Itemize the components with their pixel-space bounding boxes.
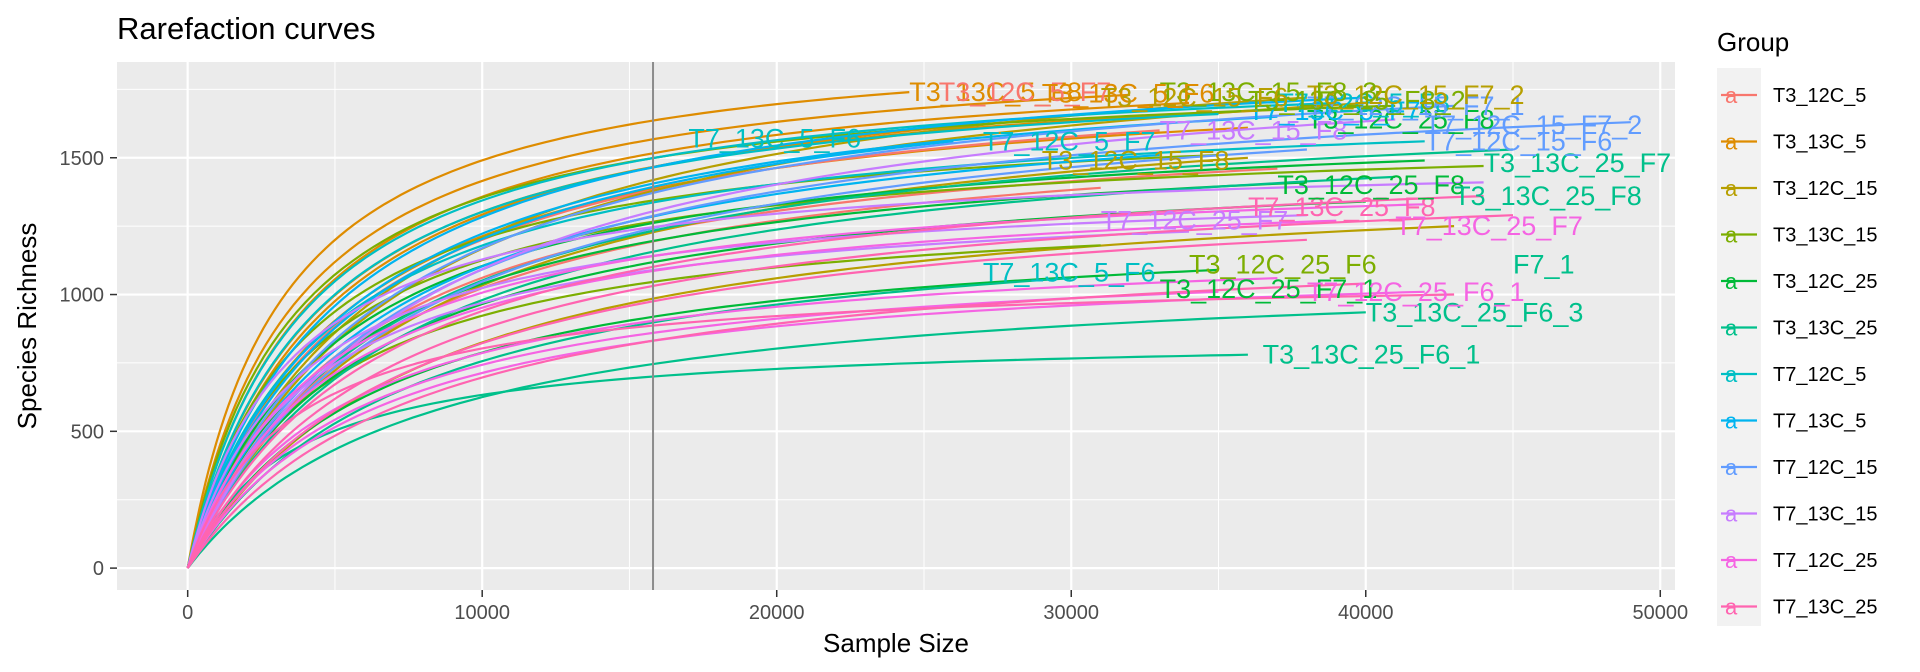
curve-label: T7_13C_5_F6 (983, 258, 1156, 288)
curve-label: F7_1 (1513, 249, 1575, 279)
legend-entry-label: T7_13C_5 (1773, 411, 1866, 433)
curve-label: T3_12C_15_F8 (1042, 145, 1230, 175)
curve-T7_12C_15 (186, 104, 1455, 569)
curve-label: T7_12C_15_F7_2 (1425, 110, 1643, 140)
legend-key-glyph: a (1725, 548, 1738, 573)
legend-entry-label: T3_13C_15 (1773, 225, 1878, 247)
curve-T7_13C_5 (186, 115, 1278, 569)
legend-key-glyph: a (1725, 455, 1738, 480)
curve-label: T3_12C_15_F6 (1101, 83, 1289, 113)
curve-label: T3_13C_5_F6 (1042, 78, 1215, 108)
curve-label: T7_12C_15_F6 (1425, 126, 1613, 156)
legend-key-glyph: a (1725, 595, 1738, 620)
curve-label: T3_13C_25_F6_1 (1263, 340, 1481, 370)
legend: Group a T3_12C_5a T3_13C_5a T3_12C_15a T3_13… (1717, 27, 1878, 626)
y-axis-title: Species Richness (12, 223, 42, 430)
curve-label: T3_12C_25_F6 (1189, 249, 1377, 279)
curve-T7_13C_25 (186, 214, 1514, 569)
curve-T3_13C_15 (186, 153, 1219, 569)
legend-entry-label: T3_13C_25 (1773, 318, 1878, 340)
curve-label: T7_12C_25_F6_1 (1307, 277, 1525, 307)
y-axis: 0 500 1000 1500 (60, 148, 117, 580)
x-axis: 0 10000 20000 30000 40000 50000 (182, 590, 1688, 624)
x-tick-label: 10000 (454, 602, 510, 624)
curve-label: T3_12C_5_F7 (939, 77, 1112, 107)
curve-T7_12C_15 (186, 121, 1631, 569)
y-tick-label: 500 (71, 421, 104, 443)
legend-key-background (1717, 68, 1761, 626)
legend-entry-label: T3_12C_25 (1773, 271, 1878, 293)
curve-T7_13C_15 (186, 181, 1484, 569)
legend-key-glyph: a (1725, 316, 1738, 341)
curve-label: T3_12C_15_F7_2 (1307, 80, 1525, 110)
curve-T7_12C_25 (186, 203, 1425, 569)
curve-T7_12C_5 (186, 112, 1219, 569)
legend-key-glyph: a (1725, 362, 1738, 387)
curve-label: T7_12C_15_F7_1 (1307, 91, 1525, 121)
legend-key-glyph: a (1725, 176, 1738, 201)
curve-label: T3_12C_25_F8 (1307, 104, 1495, 134)
x-tick-label: 40000 (1338, 602, 1394, 624)
x-tick-label: 0 (182, 602, 193, 624)
legend-key-glyph: a (1725, 83, 1738, 108)
legend-key-glyph: a (1725, 502, 1738, 527)
legend-key-glyph: a (1725, 130, 1738, 155)
curve-T7_12C_25_F6_1 (186, 290, 1425, 569)
x-tick-label: 30000 (1043, 602, 1099, 624)
legend-entry-label: T3_12C_5 (1773, 85, 1866, 107)
legend-entry-label: T7_13C_15 (1773, 504, 1878, 526)
legend-items: a T3_12C_5a T3_13C_5a T3_12C_15a T3_13C_15a T… (1721, 83, 1878, 620)
curve-T7_13C_15 (186, 214, 1307, 569)
curve-label: T3_13C_25_F7 (1484, 148, 1672, 178)
legend-key-glyph: a (1725, 269, 1738, 294)
curve-label: T7_12C_5_F7 (983, 126, 1156, 156)
curve-T3_13C_25_F6_3 (186, 311, 1366, 569)
curve-label: T3_13C_25_F6_3 (1366, 297, 1584, 327)
curves-layer (186, 91, 1631, 569)
curve-label: T7_13C_25_F7 (1395, 211, 1583, 241)
x-tick-label: 50000 (1632, 602, 1688, 624)
curve-T3_13C_5 (186, 93, 1131, 569)
legend-title: Group (1717, 27, 1789, 57)
curve-label: T3_13C_15_F8_3 (1160, 77, 1378, 107)
curve-label: T7_12C_25_F7 (1101, 206, 1289, 236)
legend-entry-label: T7_13C_25 (1773, 597, 1878, 619)
curve-label: T3_12C_25_F8 (1277, 170, 1465, 200)
curve-T7_13C_25 (186, 195, 1484, 569)
curve-T7_13C_25 (186, 238, 1307, 569)
curve-label: T7_12C_5_F8 (1277, 88, 1450, 118)
legend-entry-label: T3_12C_15 (1773, 178, 1878, 200)
legend-entry-label: T3_13C_5 (1773, 132, 1866, 154)
curve-label: T3_13C_25_F8 (1454, 181, 1642, 211)
x-tick-label: 20000 (749, 602, 805, 624)
curve-label: T7_13C_15_F8 (1160, 115, 1348, 145)
legend-entry-label: T7_12C_25 (1773, 550, 1878, 572)
legend-key-glyph: a (1725, 409, 1738, 434)
curve-T7_13C_25 (186, 282, 1366, 569)
curve-label: T3_13C_5_F8 (909, 77, 1082, 107)
curve-labels-layer: T3_13C_25_F6_1 T3_13C_25_F6_3T3_12C_25_F7… (688, 77, 1671, 370)
legend-key-glyph: a (1725, 223, 1738, 248)
curve-label: T3_13C_15_F8_2 (1248, 85, 1466, 115)
curve-label: T7_13C_25_F8 (1248, 192, 1436, 222)
y-tick-label: 1500 (60, 148, 105, 170)
curve-T7_13C_5 (186, 153, 1160, 569)
y-tick-label: 1000 (60, 285, 105, 307)
legend-entry-label: T7_12C_5 (1773, 364, 1866, 386)
curve-T7_13C_25 (186, 293, 1455, 569)
chart-title: Rarefaction curves (117, 11, 375, 46)
y-tick-label: 0 (93, 558, 104, 580)
legend-entry-label: T7_12C_15 (1773, 457, 1878, 479)
curve-label: T7_13C_5_F7 (1248, 96, 1421, 126)
curve-label: T7_13C_5_F6 (688, 124, 861, 154)
curve-T3_13C_5 (186, 91, 910, 569)
curve-label: T3_12C_25_F7_1 (1160, 274, 1378, 304)
curve-T7_12C_5 (186, 140, 1425, 569)
x-axis-title: Sample Size (823, 628, 969, 658)
